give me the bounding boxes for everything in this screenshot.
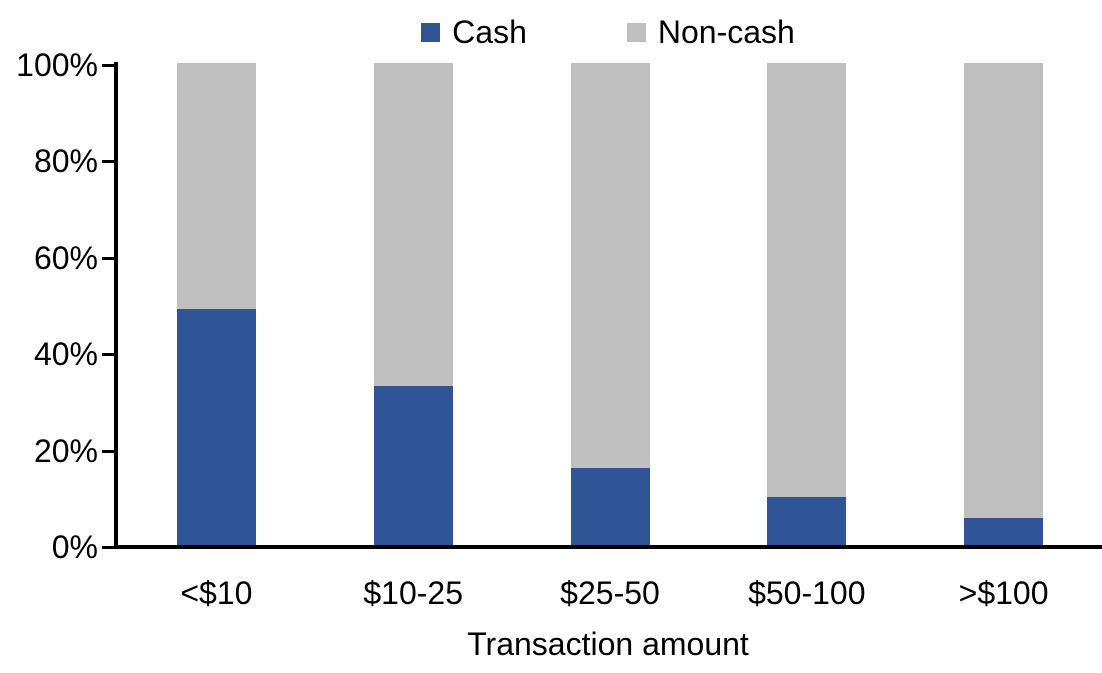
cash-swatch-icon xyxy=(421,22,441,42)
y-axis-tick xyxy=(102,64,114,67)
bar-segment-noncash xyxy=(373,63,453,386)
bar-segment-noncash xyxy=(176,63,256,309)
x-axis-line xyxy=(114,545,1102,549)
x-axis-title: Transaction amount xyxy=(467,626,749,662)
y-tick-label: 0% xyxy=(51,529,98,565)
legend-label-noncash: Non-cash xyxy=(657,13,795,50)
y-axis-tick xyxy=(102,353,114,357)
x-category-label: >$100 xyxy=(958,575,1049,611)
legend-item-noncash: Non-cash xyxy=(626,13,795,51)
bar-segment-noncash xyxy=(570,63,650,468)
legend-item-cash: Cash xyxy=(421,14,527,51)
y-axis-tick xyxy=(102,256,114,260)
y-tick-label: 100% xyxy=(16,47,98,83)
bar-segment-cash xyxy=(767,496,847,545)
bar-segment-noncash xyxy=(767,63,847,497)
y-axis-tick xyxy=(102,546,114,549)
y-tick-label: 20% xyxy=(33,432,98,469)
x-category-label: $10-25 xyxy=(363,575,464,611)
y-tick-label: 80% xyxy=(33,143,98,180)
y-axis-tick xyxy=(102,449,114,453)
y-axis-tick xyxy=(102,160,114,164)
bar-segment-cash xyxy=(373,385,453,545)
y-tick-label: 60% xyxy=(33,239,98,276)
noncash-swatch-icon xyxy=(626,22,646,42)
legend-label-cash: Cash xyxy=(452,13,527,50)
bar-segment-noncash xyxy=(964,63,1044,519)
bar-segment-cash xyxy=(176,308,256,545)
x-category-label: $50-100 xyxy=(748,575,866,611)
y-axis-line xyxy=(114,62,118,549)
x-category-label: <$10 xyxy=(180,575,253,611)
bar-segment-cash xyxy=(570,467,650,545)
bar-segment-cash xyxy=(964,518,1044,545)
legend: Cash Non-cash xyxy=(114,8,1102,56)
y-tick-label: 40% xyxy=(33,336,98,373)
x-category-label: $25-50 xyxy=(560,575,660,611)
